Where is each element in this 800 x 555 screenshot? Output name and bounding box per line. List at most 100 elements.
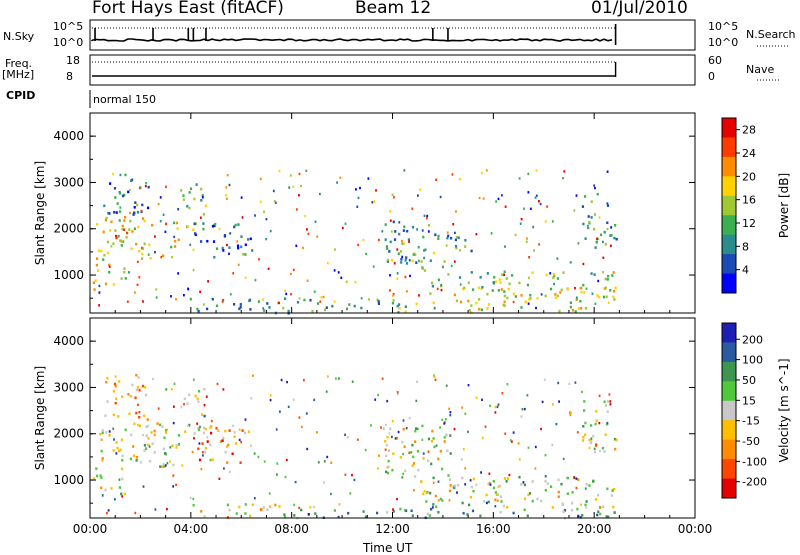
power-cell <box>606 204 610 207</box>
power-cell <box>486 307 489 310</box>
power-cell <box>569 305 572 309</box>
velocity-cell <box>502 504 505 508</box>
velocity-cell <box>249 514 252 518</box>
velocity-cell <box>437 480 440 483</box>
power-cell <box>215 304 219 308</box>
power-cell <box>295 208 298 211</box>
velocity-cell <box>382 427 385 430</box>
velocity-cell <box>456 483 460 487</box>
power-cell <box>304 214 307 218</box>
velocity-cell <box>414 429 417 433</box>
velocity-cell <box>105 431 108 434</box>
power-cell <box>407 238 410 241</box>
power-cell <box>130 179 133 182</box>
velocity-cell <box>121 395 124 399</box>
velocity-cell <box>199 425 201 429</box>
velocity-cell <box>381 377 384 380</box>
velocity-cell <box>423 489 426 493</box>
velocity-cell <box>204 447 207 450</box>
velocity-cell <box>485 493 488 497</box>
power-cell <box>384 223 387 226</box>
velocity-cell <box>571 491 574 494</box>
velocity-cell <box>189 496 192 500</box>
velocity-cell <box>394 437 397 440</box>
power-cell <box>614 224 617 227</box>
power-cell <box>436 287 439 291</box>
power-cell <box>298 194 300 197</box>
velocity-cell <box>233 435 236 438</box>
power-cell <box>108 263 111 267</box>
velocity-cell <box>216 382 219 386</box>
power-cell <box>333 269 336 272</box>
velocity-cell <box>117 415 120 418</box>
power-cell <box>575 298 578 301</box>
power-cell <box>292 268 295 272</box>
power-cell <box>211 297 214 301</box>
velocity-cell <box>562 510 565 514</box>
velocity-cell <box>417 468 420 472</box>
power-cell <box>613 290 616 293</box>
power-cell <box>112 283 115 286</box>
power-cell <box>453 260 456 263</box>
power-cell <box>175 297 177 301</box>
velocity-cell <box>172 474 175 477</box>
velocity-cell <box>293 503 296 507</box>
power-cell <box>214 222 217 226</box>
velocity-cell <box>244 512 247 515</box>
power-cell <box>595 240 598 244</box>
velocity-cell <box>152 377 154 381</box>
power-colorbar-tick-label: 12 <box>742 217 756 230</box>
velocity-cell <box>392 508 394 511</box>
velocity-cell <box>151 442 154 445</box>
power-cell <box>97 269 100 272</box>
power-cell <box>610 226 613 229</box>
velocity-cell <box>118 478 121 481</box>
power-cell <box>357 196 360 200</box>
velocity-cell <box>496 405 499 409</box>
velocity-cell <box>386 466 389 469</box>
power-cell <box>334 248 336 251</box>
velocity-cell <box>187 424 189 427</box>
velocity-cell <box>225 445 229 448</box>
velocity-cell <box>105 380 108 384</box>
power-cell <box>459 177 461 181</box>
velocity-cell <box>184 430 187 433</box>
velocity-cell <box>269 394 272 397</box>
power-cell <box>244 243 247 247</box>
velocity-cell <box>123 492 126 496</box>
velocity-cell <box>165 388 168 391</box>
velocity-cell <box>549 485 553 488</box>
velocity-cell <box>183 403 185 406</box>
velocity-cell <box>233 431 236 434</box>
velocity-cell <box>544 488 547 492</box>
velocity-cell <box>431 506 434 509</box>
power-cell <box>244 276 247 280</box>
power-cell <box>431 281 434 285</box>
power-cell <box>532 225 535 229</box>
power-cell <box>424 248 427 252</box>
velocity-cell <box>95 467 98 470</box>
power-cell <box>381 230 384 233</box>
power-cell <box>170 295 172 298</box>
velocity-cell <box>414 475 417 478</box>
velocity-cell <box>437 511 440 514</box>
power-cell <box>391 258 394 262</box>
power-cell <box>302 246 304 250</box>
power-cell <box>157 203 160 206</box>
power-cell <box>109 182 112 185</box>
velocity-cell <box>598 421 601 425</box>
velocity-cell <box>110 487 113 490</box>
velocity-cell <box>349 492 352 495</box>
power-colorbar-swatch <box>722 195 736 216</box>
velocity-cell <box>540 427 542 431</box>
power-cell <box>606 202 609 205</box>
power-cell <box>378 238 380 242</box>
nsky-label: N.Sky <box>3 30 35 43</box>
power-cell <box>239 305 242 309</box>
power-colorbar-tick-label: 16 <box>742 194 756 207</box>
velocity-cell <box>106 376 109 380</box>
velocity-cell <box>399 456 402 459</box>
velocity-cell <box>445 384 448 387</box>
velocity-cell <box>300 508 303 512</box>
